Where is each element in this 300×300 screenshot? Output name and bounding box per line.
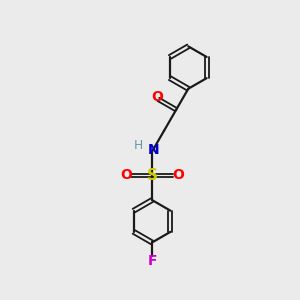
Text: O: O bbox=[120, 168, 132, 182]
Text: F: F bbox=[147, 254, 157, 268]
Text: N: N bbox=[147, 143, 159, 157]
Text: O: O bbox=[172, 168, 184, 182]
Text: H: H bbox=[134, 139, 143, 152]
Text: O: O bbox=[151, 90, 163, 104]
Text: S: S bbox=[147, 168, 158, 183]
